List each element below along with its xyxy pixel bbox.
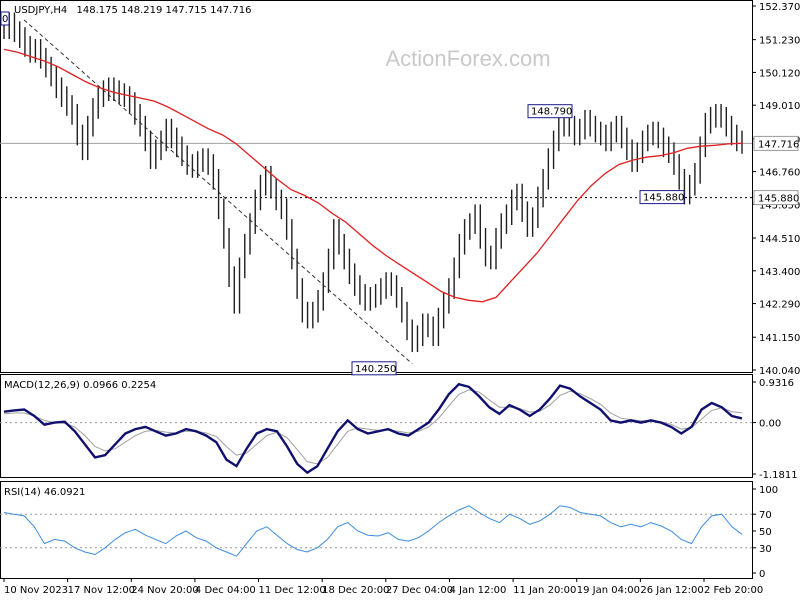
x-axis-label: 18 Dec 20:00: [322, 585, 389, 596]
rsi-axis-label: 70: [759, 510, 772, 521]
price-axis-label: 142.290: [759, 300, 800, 311]
price-axis-label: 140.040: [759, 366, 800, 377]
rsi-axis-label: 0: [759, 569, 765, 580]
price-axis-label: 145.650: [759, 200, 800, 211]
ohlc-values: 148.175 148.219 147.715 147.716: [76, 5, 251, 16]
x-axis-label: 10 Nov 2023: [4, 585, 68, 596]
macd-line: [3, 382, 743, 475]
support-label: 145.880: [758, 194, 799, 205]
top-left-marker-box: [0, 11, 10, 26]
x-axis-label: 4 Dec 04:00: [195, 585, 256, 596]
symbol-label: USDJPY,H4: [14, 5, 67, 16]
x-axis-label: 2 Feb 20:00: [704, 585, 763, 596]
macd-label: MACD(12,26,9) 0.0966 0.2254: [4, 380, 156, 391]
current-price-tag: [753, 135, 799, 151]
macd-axis-label: 0.9316: [759, 378, 794, 389]
rsi-panel: [0, 481, 753, 579]
annotation-label: 140.250: [355, 364, 396, 375]
annotation-box: [527, 104, 573, 119]
x-axis-label: 17 Nov 12:00: [68, 585, 135, 596]
rsi-line: [3, 505, 743, 557]
moving-average-line: [3, 48, 743, 303]
annotation-box: [351, 361, 397, 376]
price-axis-label: 151.230: [759, 36, 800, 47]
chart-title: USDJPY,H4 148.175 148.219 147.715 147.71…: [14, 5, 251, 16]
x-axis-label: 4 Jan 12:00: [449, 585, 506, 596]
annotation-label: 145.880: [643, 193, 684, 204]
price-axis-label: 141.150: [759, 333, 800, 344]
annotation-box: [639, 190, 685, 205]
rsi-axis-label: 50: [759, 527, 772, 538]
x-axis-label: 26 Jan 12:00: [640, 585, 703, 596]
price-axis-label: 146.760: [759, 168, 800, 179]
x-axis-label: 19 Jan 04:00: [577, 585, 640, 596]
macd-axis-label: -1.1811: [759, 470, 798, 481]
watermark: ActionForex.com: [385, 46, 550, 71]
price-axis-label: 144.510: [759, 234, 800, 245]
top-left-marker: 0: [2, 14, 8, 25]
rsi-axis-label: 30: [759, 544, 772, 555]
x-axis-label: 27 Dec 04:00: [386, 585, 453, 596]
current-price-label: 147.716: [758, 139, 799, 150]
macd-axis-label: 0.00: [759, 419, 781, 430]
macd-signal-line: [3, 389, 743, 465]
price-axis-label: 143.400: [759, 267, 800, 278]
support-tag: [753, 190, 799, 206]
annotation-label: 148.790: [531, 107, 572, 118]
rsi-axis-label: 100: [759, 485, 778, 496]
rsi-label: RSI(14) 46.0921: [4, 487, 85, 498]
price-axis-label: 149.010: [759, 101, 800, 112]
price-axis-label: 152.370: [759, 2, 800, 13]
price-axis-label: 150.120: [759, 68, 800, 79]
x-axis-label: 24 Nov 20:00: [131, 585, 198, 596]
x-axis-label: 11 Dec 12:00: [259, 585, 326, 596]
x-axis-label: 11 Jan 20:00: [513, 585, 576, 596]
